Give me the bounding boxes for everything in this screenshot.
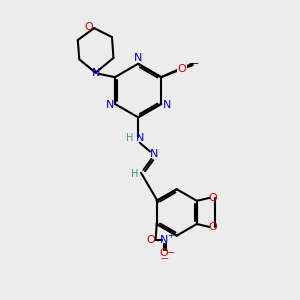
Text: N: N bbox=[162, 100, 171, 110]
Text: O: O bbox=[209, 193, 218, 203]
Text: N: N bbox=[134, 53, 142, 64]
Text: +: + bbox=[167, 231, 174, 240]
Text: O: O bbox=[160, 248, 169, 258]
Text: N: N bbox=[92, 68, 100, 78]
Text: O: O bbox=[176, 63, 185, 73]
Text: N: N bbox=[105, 100, 114, 110]
Text: —: — bbox=[189, 58, 199, 68]
Text: −: − bbox=[167, 248, 175, 258]
Text: N: N bbox=[150, 149, 158, 160]
Text: N: N bbox=[160, 236, 168, 245]
Text: O: O bbox=[209, 222, 218, 232]
Text: O: O bbox=[178, 64, 187, 74]
Text: O: O bbox=[84, 22, 93, 32]
Text: N: N bbox=[135, 133, 144, 143]
Text: —: — bbox=[160, 254, 168, 263]
Text: H: H bbox=[126, 133, 134, 143]
Text: O: O bbox=[146, 236, 155, 245]
Text: H: H bbox=[131, 169, 138, 179]
